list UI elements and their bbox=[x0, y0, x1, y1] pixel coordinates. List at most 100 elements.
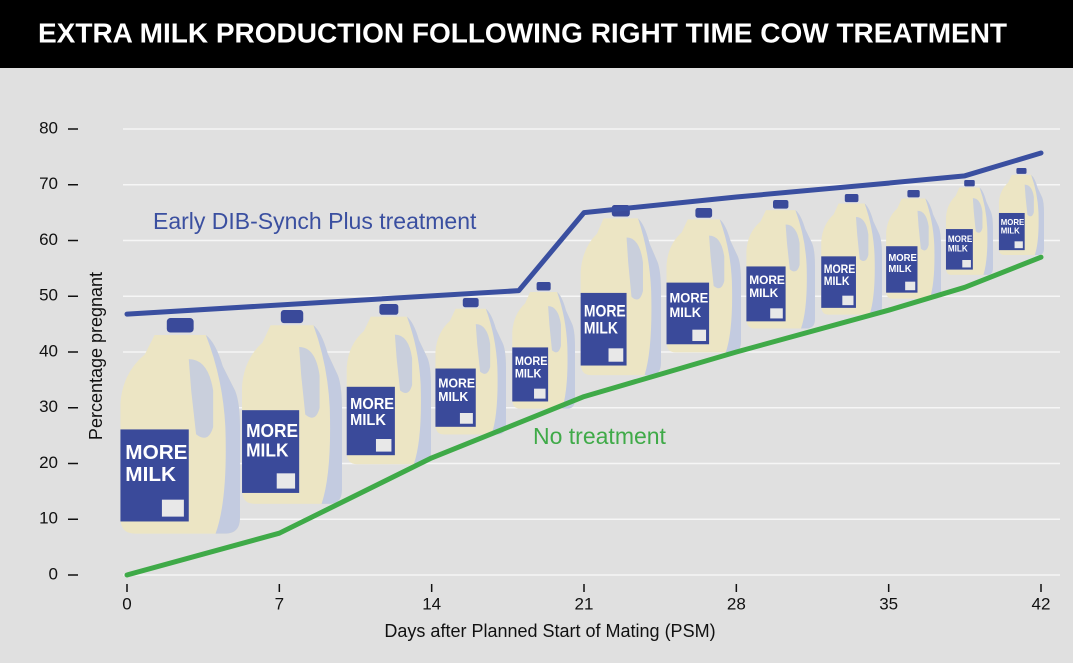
jug-shade bbox=[925, 198, 941, 299]
jug-label-text: MILK bbox=[1001, 227, 1020, 236]
jug-shade bbox=[864, 203, 882, 315]
jug-barcode bbox=[1014, 241, 1023, 249]
jug-barcode bbox=[842, 295, 854, 306]
jug-handle bbox=[917, 210, 929, 251]
jug-barcode bbox=[276, 473, 296, 489]
illustrations: MOREMILKMOREMILKMOREMILKMOREMILKMOREMILK… bbox=[120, 168, 1044, 534]
jug-label-text: MORE bbox=[246, 420, 298, 441]
y-tick-label: 10 bbox=[39, 509, 58, 528]
jug-label-text: MILK bbox=[438, 390, 468, 404]
jug-label-text: MORE bbox=[749, 273, 785, 287]
y-tick-label: 40 bbox=[39, 341, 58, 360]
jug-cap bbox=[379, 304, 399, 315]
jug-label-text: MORE bbox=[515, 355, 548, 368]
x-tick-label: 21 bbox=[575, 594, 594, 613]
chart-title: EXTRA MILK PRODUCTION FOLLOWING RIGHT TI… bbox=[38, 17, 1007, 48]
jug-handle bbox=[475, 324, 491, 374]
jug-cap bbox=[462, 298, 479, 308]
jug-label-text: MILK bbox=[670, 305, 702, 320]
jug-barcode bbox=[608, 348, 624, 362]
jug-label-text: MILK bbox=[749, 286, 778, 300]
jug-shade bbox=[406, 316, 431, 465]
series-line bbox=[124, 150, 1044, 317]
y-tick-label: 80 bbox=[39, 118, 58, 137]
jug-shade bbox=[795, 210, 815, 329]
jug-label-text: MORE bbox=[948, 234, 973, 245]
jug-handle bbox=[394, 334, 413, 394]
jug-label-text: MORE bbox=[824, 264, 856, 277]
jug-label-text: MILK bbox=[246, 440, 288, 461]
jug-cap bbox=[1016, 168, 1027, 174]
jug-handle bbox=[709, 235, 725, 289]
y-tick-label: 50 bbox=[39, 286, 58, 305]
x-tick-label: 7 bbox=[275, 594, 284, 613]
jug-handle bbox=[548, 306, 561, 353]
jug-barcode bbox=[375, 439, 392, 452]
jug-handle bbox=[188, 359, 214, 438]
y-tick-label: 0 bbox=[49, 564, 58, 583]
jug-label-text: MORE bbox=[125, 441, 187, 464]
jug-handle bbox=[855, 217, 869, 262]
jug-label-text: MORE bbox=[888, 253, 917, 264]
y-tick-label: 70 bbox=[39, 174, 58, 193]
jug-shade bbox=[485, 308, 506, 435]
jug-label-text: MORE bbox=[438, 376, 475, 390]
plot: Early DIB-Synch Plus treatment No treatme… bbox=[124, 150, 1044, 578]
x-tick-label: 35 bbox=[879, 594, 898, 613]
series-line bbox=[124, 254, 1044, 578]
jug-barcode bbox=[770, 308, 783, 319]
jug-label-text: MORE bbox=[350, 396, 394, 413]
jug-label-text: MILK bbox=[515, 368, 542, 381]
jug-shade bbox=[979, 187, 993, 275]
jug-shade bbox=[719, 219, 741, 353]
jug-label-text: MILK bbox=[824, 276, 850, 289]
y-tick-label: 20 bbox=[39, 453, 58, 472]
jug-label-text: MILK bbox=[350, 412, 386, 429]
x-tick-label: 0 bbox=[122, 594, 131, 613]
jug-handle bbox=[299, 347, 320, 418]
jug-barcode bbox=[161, 499, 184, 517]
jug-cap bbox=[844, 194, 859, 203]
jug-cap bbox=[695, 208, 713, 218]
jug-label-text: MILK bbox=[948, 243, 969, 254]
series-label: Early DIB-Synch Plus treatment bbox=[153, 208, 477, 234]
jug-shade bbox=[313, 325, 342, 504]
x-tick-label: 42 bbox=[1032, 594, 1051, 613]
jug-label-text: MORE bbox=[584, 302, 626, 320]
jug-handle bbox=[626, 237, 643, 300]
jug-barcode bbox=[459, 413, 473, 424]
jug-cap bbox=[536, 282, 551, 291]
jug-handle bbox=[785, 224, 800, 272]
jug-cap bbox=[907, 190, 920, 198]
series-label: No treatment bbox=[533, 423, 667, 449]
x-tick-label: 14 bbox=[422, 594, 441, 613]
jug-label-text: MORE bbox=[1001, 218, 1025, 227]
jug-handle bbox=[1024, 184, 1034, 217]
jug-label-text: MORE bbox=[670, 290, 709, 305]
jug-shade bbox=[638, 218, 661, 376]
jug-shade bbox=[557, 291, 575, 409]
jug-barcode bbox=[534, 388, 546, 399]
title-bar bbox=[0, 0, 1073, 68]
jug-barcode bbox=[962, 260, 971, 268]
jug-label-text: MILK bbox=[584, 320, 618, 338]
jug-barcode bbox=[692, 329, 707, 342]
jug-label-text: MILK bbox=[888, 264, 912, 275]
x-axis-label: Days after Planned Start of Mating (PSM) bbox=[384, 621, 715, 641]
y-tick-label: 60 bbox=[39, 230, 58, 249]
jug-cap bbox=[166, 318, 194, 333]
jug-cap bbox=[280, 310, 304, 324]
jug-label-text: MILK bbox=[125, 463, 176, 486]
